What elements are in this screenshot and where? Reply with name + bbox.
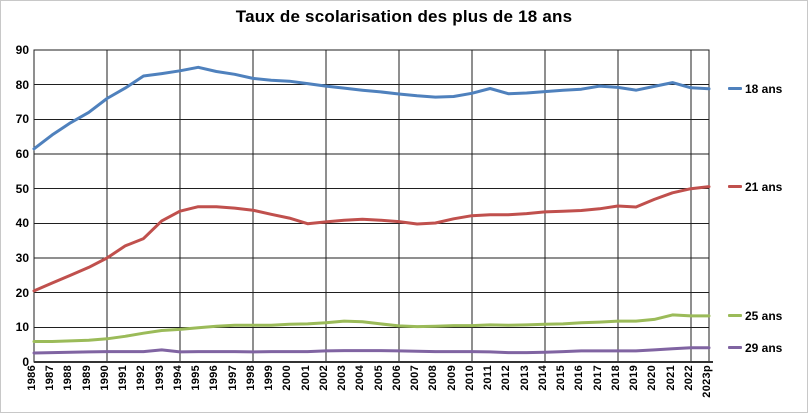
x-axis-tick-label: 2005 xyxy=(372,365,385,391)
x-axis-tick-label: 2019 xyxy=(628,365,641,391)
x-axis-tick-label: 2015 xyxy=(555,365,568,391)
x-axis-tick-label: 2003 xyxy=(336,365,349,391)
x-axis-tick-label: 2021 xyxy=(664,365,677,391)
legend-item-18-ans: 18 ans xyxy=(728,80,782,98)
x-axis-tick-label: 1987 xyxy=(44,365,57,391)
x-axis-tick-label: 2000 xyxy=(281,365,294,391)
series-line-21-ans xyxy=(32,185,711,293)
y-axis-tick-label: 30 xyxy=(15,251,29,265)
legend-marker-icon xyxy=(728,346,742,350)
x-axis-tick-label: 2004 xyxy=(354,365,367,391)
y-axis-tick-label: 0 xyxy=(22,355,29,369)
y-axis-tick-label: 90 xyxy=(15,43,29,57)
x-axis-tick-label: 1998 xyxy=(244,365,257,391)
x-axis-tick-label: 1986 xyxy=(26,365,38,391)
y-axis-tick-label: 80 xyxy=(15,77,29,92)
x-axis-tick-label: 1989 xyxy=(80,365,93,391)
chart-title: Taux de scolarisation des plus de 18 ans xyxy=(235,7,573,26)
x-axis-tick-label: 2020 xyxy=(646,365,659,391)
legend-label: 21 ans xyxy=(745,179,783,194)
x-axis-tick-label: 2001 xyxy=(299,365,312,391)
y-axis-tick-label: 50 xyxy=(15,181,29,196)
x-axis-tick-label: 1991 xyxy=(117,365,130,391)
x-axis-tick-label: 2023p xyxy=(701,365,713,398)
x-axis-tick-label: 2017 xyxy=(591,365,604,391)
series-line-18-ans xyxy=(32,65,711,151)
x-axis-tick-label: 1993 xyxy=(153,365,166,391)
legend-label: 25 ans xyxy=(745,308,783,323)
x-axis-tick-label: 1999 xyxy=(263,365,276,391)
x-axis-tick-label: 1992 xyxy=(135,365,148,391)
legend-marker-icon xyxy=(728,185,742,189)
legend-label: 29 ans xyxy=(745,340,783,355)
y-axis-tick-label: 60 xyxy=(15,147,29,161)
series-line-29-ans xyxy=(32,346,711,355)
x-axis-tick-label: 1990 xyxy=(98,365,111,391)
x-axis-tick-label: 2016 xyxy=(573,365,586,391)
x-axis-tick-label: 2012 xyxy=(500,365,513,391)
x-axis-tick-label: 2008 xyxy=(427,365,440,391)
x-axis-tick-label: 2002 xyxy=(317,365,330,391)
y-axis-tick-label: 10 xyxy=(15,320,29,335)
x-axis-tick-label: 2006 xyxy=(390,365,403,391)
x-axis-tick-label: 1997 xyxy=(226,365,239,391)
x-axis-tick-label: 2009 xyxy=(445,365,458,391)
y-axis-tick-label: 40 xyxy=(15,216,29,231)
x-axis-tick-label: 2013 xyxy=(518,365,531,391)
x-axis-tick-label: 1988 xyxy=(62,365,75,391)
legend-item-25-ans: 25 ans xyxy=(728,307,782,325)
legend-label: 18 ans xyxy=(745,81,783,96)
series-line-25-ans xyxy=(32,313,711,343)
x-axis-tick-label: 2007 xyxy=(409,365,422,391)
legend-marker-icon xyxy=(728,314,742,318)
plot-border xyxy=(33,49,710,363)
x-axis-tick-label: 1996 xyxy=(208,365,221,391)
x-axis-tick-label: 1994 xyxy=(171,365,184,391)
x-axis-tick-label: 2010 xyxy=(463,365,476,391)
legend-item-21-ans: 21 ans xyxy=(728,178,782,196)
y-axis-tick-label: 20 xyxy=(15,285,29,300)
y-axis-tick-label: 70 xyxy=(15,112,29,127)
x-axis-tick-label: 2018 xyxy=(609,365,622,391)
x-axis-tick-label: 2014 xyxy=(536,365,549,391)
x-axis-tick-label: 2011 xyxy=(482,365,495,391)
x-axis-tick-label: 2022 xyxy=(682,365,695,391)
x-axis-tick-label: 1995 xyxy=(190,365,203,391)
legend-item-29-ans: 29 ans xyxy=(728,339,782,357)
legend-marker-icon xyxy=(728,87,742,91)
